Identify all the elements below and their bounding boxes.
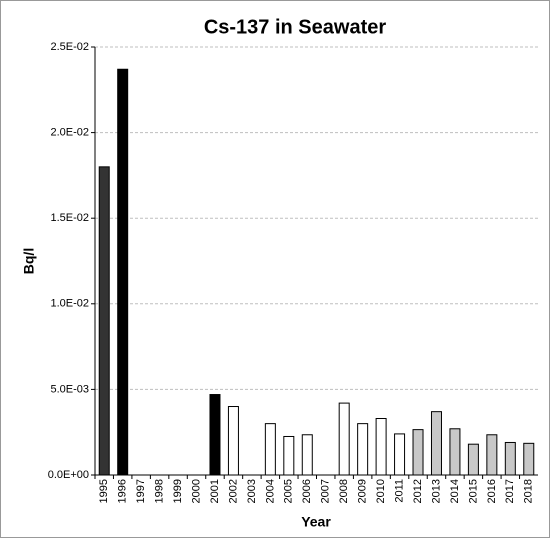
x-tick-label: 2014 [449,479,461,503]
bar [264,423,276,476]
y-tick-label: 5.0E-03 [50,383,89,395]
x-tick-label: 1999 [172,479,184,503]
x-tick-label: 2012 [412,479,424,503]
x-tick-label: 2000 [190,479,202,503]
bar [338,402,350,476]
chart-title: Cs-137 in Seawater [204,16,387,38]
x-tick-label: 2013 [430,479,442,503]
bar [394,433,406,476]
bar [504,441,516,476]
bar [486,434,498,476]
x-tick-label: 2008 [338,479,350,503]
bar [430,411,442,476]
x-tick-label: 2002 [227,479,239,503]
x-tick-label: 1998 [154,479,166,503]
y-axis-label: Bq/l [21,248,37,274]
x-tick-label: 2005 [283,479,295,503]
bar [523,442,535,476]
x-tick-label: 2006 [301,479,313,503]
bar [375,418,387,476]
x-tick-label: 1995 [98,479,110,503]
bar [227,406,239,476]
bar [209,394,221,476]
bar [449,428,461,476]
bar [357,423,369,476]
x-tick-label: 2015 [467,479,479,503]
y-tick-label: 1.5E-02 [50,212,89,224]
y-tick-label: 2.5E-02 [50,41,89,53]
x-tick-label: 2001 [209,479,221,503]
x-axis-label: Year [301,514,331,530]
y-tick-label: 2.0E-02 [50,127,89,139]
bar [283,435,295,476]
x-tick-label: 2004 [264,479,276,503]
y-tick-label: 1.0E-02 [50,298,89,310]
bar [301,434,313,476]
bar [412,429,424,476]
x-tick-label: 2007 [320,479,332,503]
x-tick-label: 1996 [117,479,129,503]
bar [467,443,479,476]
x-tick-label: 2017 [504,479,516,503]
x-tick-label: 2011 [393,479,405,503]
y-tick-label: 0.0E+00 [48,469,89,481]
x-tick-label: 2010 [375,479,387,503]
x-tick-label: 2009 [357,479,369,503]
bar [117,68,129,476]
x-tick-label: 2003 [246,479,258,503]
x-tick-label: 2018 [523,479,535,503]
bar [98,166,110,476]
x-tick-label: 2016 [486,479,498,503]
x-tick-label: 1997 [135,479,147,503]
